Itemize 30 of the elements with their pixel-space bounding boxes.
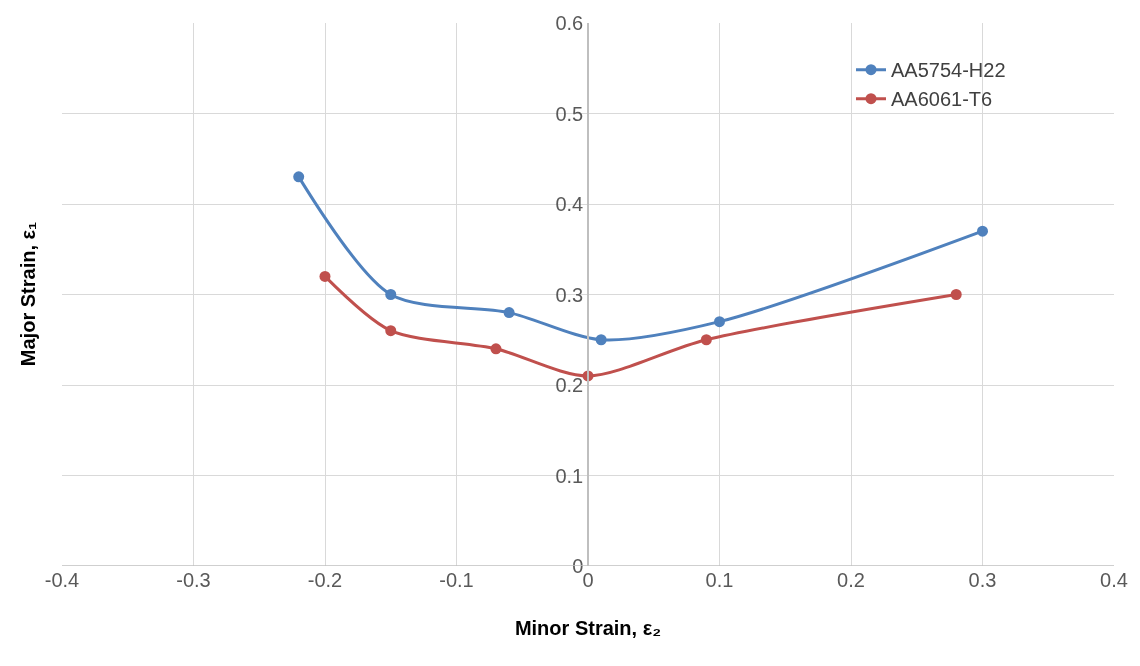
y-axis-title: Major Strain, ε₁ bbox=[17, 221, 40, 367]
x-tick-label: 0.3 bbox=[968, 569, 997, 591]
y-tick-label: 0.2 bbox=[555, 374, 584, 396]
x-tick-label: 0.2 bbox=[837, 569, 865, 591]
x-tick-label: -0.3 bbox=[176, 569, 211, 591]
y-tick-label: 0.3 bbox=[555, 283, 584, 306]
x-tick-label: 0.4 bbox=[1100, 569, 1128, 591]
point bbox=[595, 334, 607, 346]
x-tick-label: -0.1 bbox=[439, 569, 474, 591]
y-tick-label: 0.5 bbox=[555, 102, 584, 125]
x-tick-label: -0.4 bbox=[44, 569, 80, 591]
point bbox=[385, 289, 397, 300]
y-tick-label: 0.1 bbox=[555, 464, 584, 487]
point bbox=[319, 270, 331, 282]
point bbox=[293, 171, 305, 183]
x-tick-label: -0.2 bbox=[307, 569, 343, 591]
point bbox=[385, 325, 397, 337]
y-tick-label: 0 bbox=[572, 555, 584, 577]
x-axis-title: Minor Strain, ε₂ bbox=[514, 616, 662, 639]
legend-label: AA6061-T6 bbox=[891, 88, 993, 111]
y-tick-label: 0.6 bbox=[555, 12, 584, 34]
point bbox=[950, 289, 962, 300]
point bbox=[714, 316, 725, 328]
point bbox=[700, 334, 712, 346]
legend-label: AA5754-H22 bbox=[891, 59, 1006, 82]
point bbox=[977, 225, 988, 237]
point bbox=[490, 343, 502, 355]
y-tick-label: 0.4 bbox=[555, 193, 584, 215]
point bbox=[503, 307, 515, 319]
x-tick-label: 0.1 bbox=[705, 569, 734, 591]
